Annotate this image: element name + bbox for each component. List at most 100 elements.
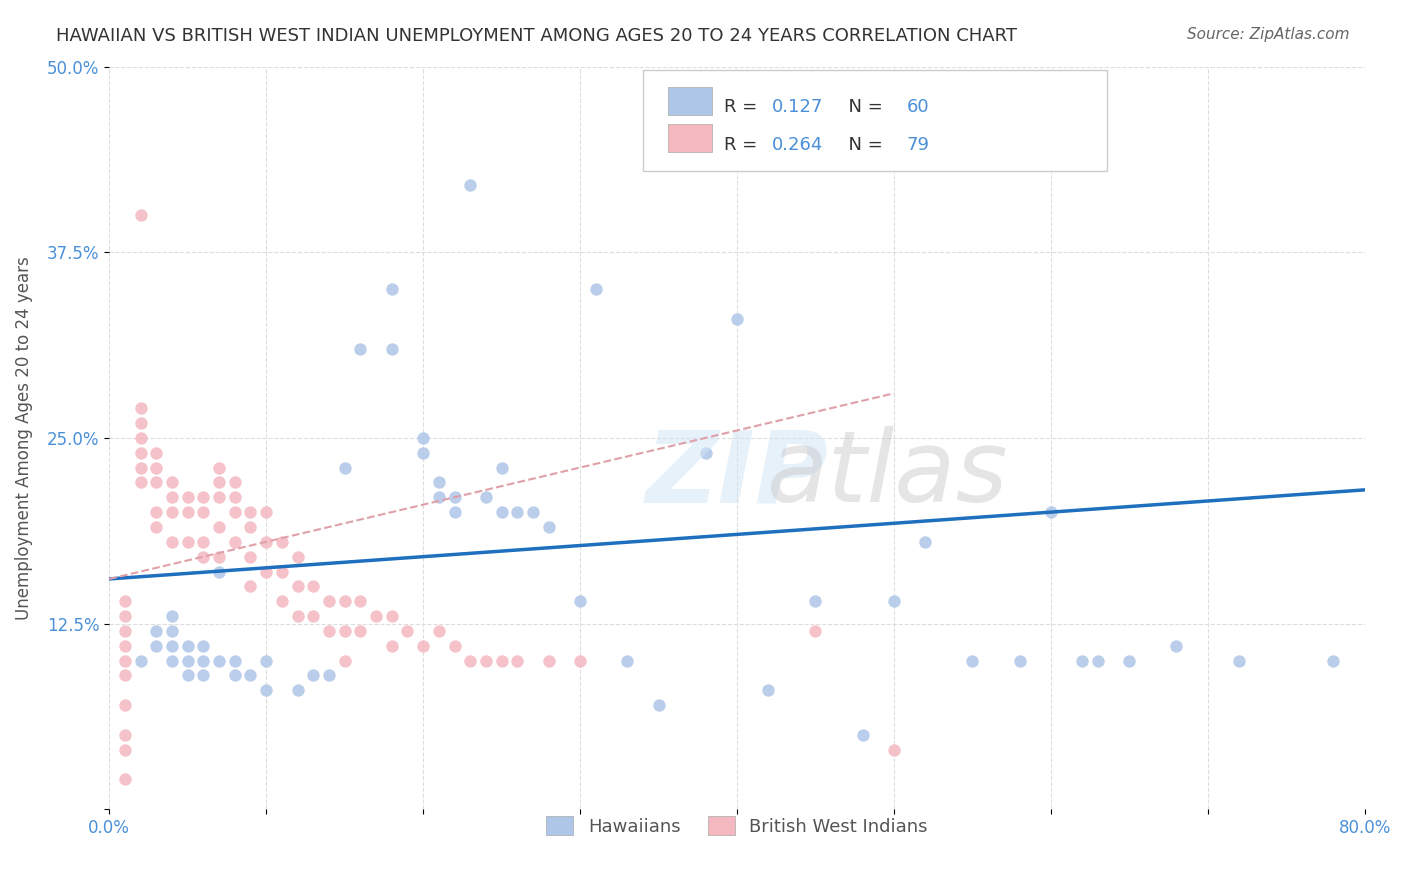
Point [239,520,262,534]
Point [475,654,498,668]
Point [695,446,717,460]
Text: N =: N = [838,136,889,153]
Point [254,505,277,519]
Point [364,609,387,624]
Point [491,505,513,519]
Point [302,609,325,624]
Point [160,624,183,638]
Point [427,490,450,504]
Point [129,401,152,416]
Point [491,654,513,668]
Point [129,446,152,460]
Point [160,505,183,519]
Point [412,639,434,653]
Point [208,520,231,534]
Point [114,654,136,668]
Point [177,534,200,549]
Point [114,624,136,638]
Point [193,505,215,519]
Point [193,534,215,549]
Text: ZIP: ZIP [645,426,828,524]
Point [522,505,544,519]
Point [254,654,277,668]
Point [160,534,183,549]
Point [208,490,231,504]
Point [1008,654,1031,668]
Point [458,654,481,668]
Point [160,639,183,653]
Point [287,609,309,624]
FancyBboxPatch shape [668,87,711,115]
Point [145,520,167,534]
Point [381,342,404,356]
Point [129,475,152,490]
Point [129,416,152,430]
Point [318,624,340,638]
Point [804,594,827,608]
Point [224,534,246,549]
Point [302,579,325,593]
Legend: Hawaiians, British West Indians: Hawaiians, British West Indians [537,807,936,845]
Point [1322,654,1344,668]
Point [270,594,292,608]
Point [1118,654,1140,668]
Point [1166,639,1188,653]
Text: atlas: atlas [766,426,1008,524]
Point [585,282,607,296]
Point [569,594,592,608]
Point [883,743,905,757]
Point [427,624,450,638]
Point [287,683,309,698]
Point [381,282,404,296]
Point [239,549,262,564]
Point [160,609,183,624]
Point [270,565,292,579]
Point [1227,654,1250,668]
Point [224,654,246,668]
Point [537,654,560,668]
Point [114,743,136,757]
Point [883,594,905,608]
Point [254,683,277,698]
Point [506,654,529,668]
Point [412,431,434,445]
Point [114,728,136,742]
Text: 0.127: 0.127 [772,98,824,117]
Point [349,624,371,638]
Point [114,609,136,624]
Point [412,446,434,460]
Text: R =: R = [724,136,763,153]
Y-axis label: Unemployment Among Ages 20 to 24 years: Unemployment Among Ages 20 to 24 years [15,256,32,620]
Point [224,505,246,519]
Point [270,534,292,549]
Point [239,579,262,593]
Point [443,490,465,504]
Point [1087,654,1109,668]
Point [254,565,277,579]
Point [160,475,183,490]
Point [114,772,136,787]
Point [1039,505,1062,519]
Point [333,624,356,638]
Point [758,683,780,698]
Point [160,654,183,668]
Point [254,534,277,549]
Point [193,490,215,504]
Point [145,639,167,653]
Point [725,312,748,326]
Point [239,668,262,682]
Point [349,594,371,608]
Point [208,549,231,564]
Point [145,505,167,519]
Point [318,594,340,608]
Point [287,549,309,564]
Point [145,624,167,638]
Point [129,654,152,668]
Point [224,475,246,490]
Point [616,654,638,668]
Point [427,475,450,490]
Point [129,208,152,222]
Point [114,698,136,713]
Point [145,446,167,460]
Point [177,505,200,519]
